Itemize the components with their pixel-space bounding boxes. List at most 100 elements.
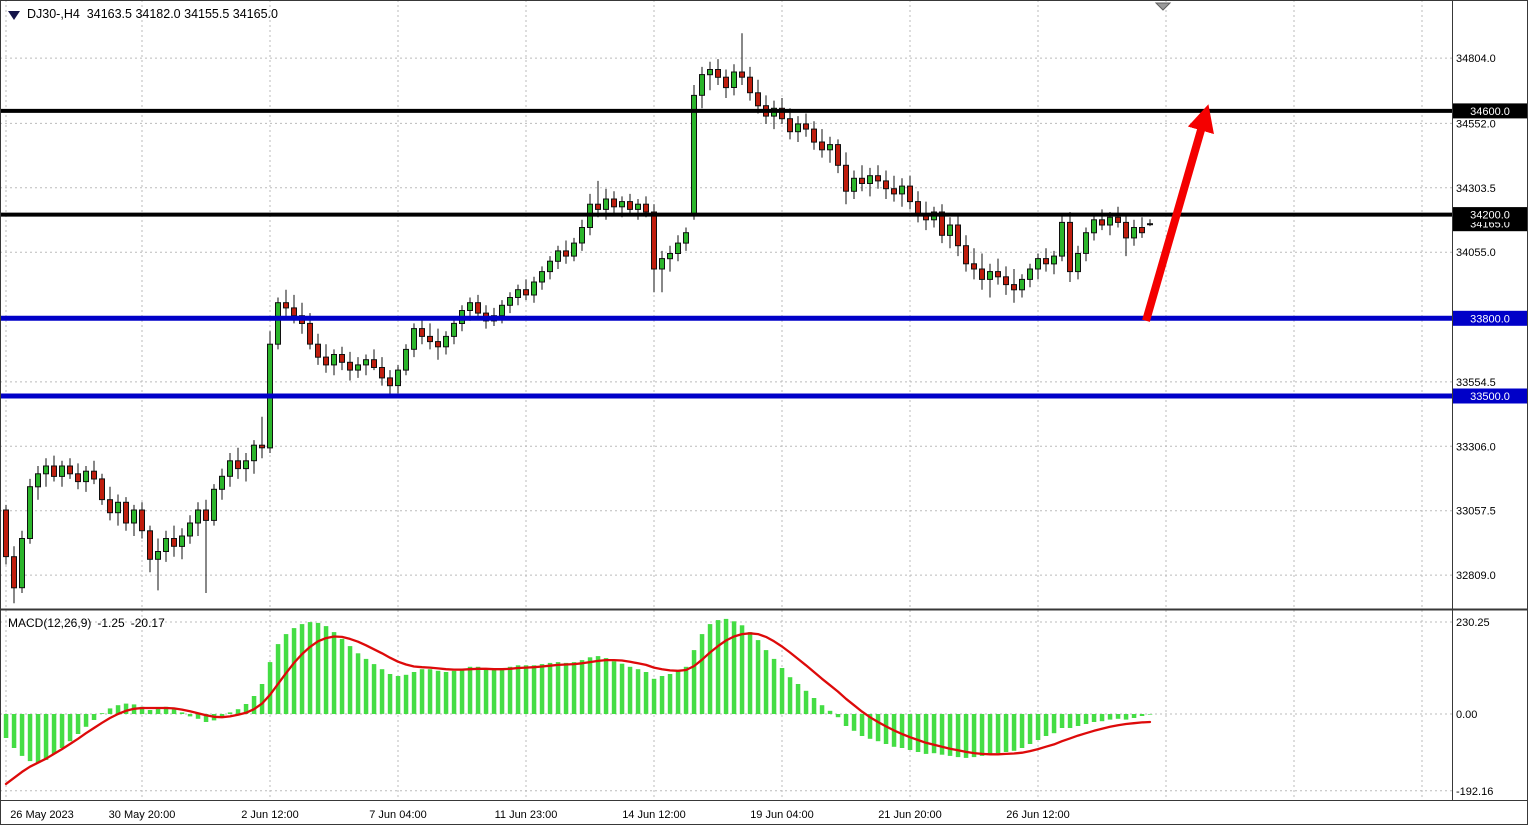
macd-bar (459, 669, 465, 714)
candle-body (627, 201, 633, 210)
candle-body (691, 94, 697, 216)
candle-body (475, 302, 481, 314)
candle-body (163, 538, 169, 552)
macd-bar (379, 669, 385, 714)
macd-bar (11, 714, 17, 748)
macd-bar (571, 662, 577, 714)
candle-body (187, 522, 193, 537)
macd-bar (611, 661, 617, 714)
symbol-timeframe-label: DJ30-,H4 (27, 7, 80, 21)
macd-bar (475, 666, 481, 714)
macd-bar (1131, 714, 1137, 718)
level-price-label: 33800.0 (1470, 313, 1510, 325)
macd-bar (907, 714, 913, 750)
macd-bar (507, 666, 513, 714)
candle-body (675, 242, 681, 255)
macd-bar (867, 714, 873, 739)
candle-body (667, 253, 673, 260)
macd-bar (923, 714, 929, 754)
macd-signal-value: -20.17 (130, 616, 165, 630)
candle-body (835, 144, 841, 166)
candle-body (1131, 227, 1137, 239)
price-tick-label: 34055.0 (1456, 247, 1496, 259)
time-axis[interactable]: 26 May 2023 30 May 20:00 2 Jun 12:00 7 Jun … (10, 809, 1070, 821)
candle-body (1051, 255, 1057, 265)
macd-bar (779, 668, 785, 714)
time-tick-label: 21 Jun 20:00 (878, 809, 942, 821)
candle-body (75, 473, 81, 483)
candle-body (99, 478, 105, 501)
candle-body (147, 530, 153, 560)
chart-header: DJ30-,H4 34163.5 34182.0 34155.5 34165.0 (8, 7, 278, 21)
candle-body (59, 465, 65, 477)
candle-body (203, 509, 209, 521)
candle-body (83, 470, 89, 483)
macd-bar (291, 628, 297, 714)
macd-bar (323, 626, 329, 714)
candle-body (499, 304, 505, 317)
candle-body (571, 242, 577, 257)
candle-body (651, 211, 657, 270)
macd-bar (843, 714, 849, 726)
candle-body (339, 354, 345, 363)
candle-body (467, 302, 473, 312)
macd-bar (763, 650, 769, 714)
candle-body (347, 361, 353, 371)
candle-body (355, 364, 361, 371)
level-price-label: 33500.0 (1470, 391, 1510, 403)
candle-body (451, 322, 457, 337)
candle-body (811, 128, 817, 143)
macd-bar (195, 714, 201, 719)
candle-body (1067, 221, 1073, 273)
candle-body (867, 175, 873, 184)
macd-bar (547, 662, 553, 714)
macd-bar (875, 714, 881, 742)
level-price-box (1453, 207, 1527, 223)
macd-bar (467, 666, 473, 714)
macd-bar (1099, 714, 1105, 722)
candle-body (291, 307, 297, 317)
candle-body (1011, 284, 1017, 291)
macd-bar (699, 634, 705, 714)
candle-body (1003, 276, 1009, 286)
macd-bar (163, 706, 169, 714)
price-axis[interactable]: 34804.034552.034303.534055.033806.533554… (1453, 53, 1527, 798)
candle-body (43, 465, 49, 475)
candle-body (595, 203, 601, 210)
candle-body (939, 211, 945, 236)
candle-body (843, 164, 849, 192)
candle-body (131, 509, 137, 524)
candle-body (563, 250, 569, 257)
macd-bar (227, 712, 233, 714)
candle-body (723, 76, 729, 89)
candle-body (635, 203, 641, 210)
candle-body (27, 486, 33, 540)
macd-bar (435, 670, 441, 714)
candle-body (227, 460, 233, 477)
macd-bar (395, 676, 401, 714)
candle-body (179, 535, 185, 547)
macd-bar (987, 714, 993, 754)
macd-bar (939, 714, 945, 755)
macd-bar (123, 703, 129, 714)
candle-body (387, 377, 393, 387)
candle-body (683, 232, 689, 244)
ohlc-values: 34163.5 34182.0 34155.5 34165.0 (86, 7, 278, 21)
candle-body (747, 76, 753, 94)
candle-body (707, 69, 713, 76)
candle-body (779, 107, 785, 120)
macd-bar (883, 714, 889, 744)
candle-body (1019, 278, 1025, 291)
macd-bar (523, 665, 529, 714)
candle-body (235, 460, 241, 470)
candle-body (891, 188, 897, 195)
macd-bar (587, 657, 593, 714)
macd-bar (963, 714, 969, 758)
macd-bar (675, 670, 681, 714)
candle-body (731, 71, 737, 88)
candle-body (35, 473, 41, 488)
candle-body (819, 141, 825, 151)
trend-arrow-annotation[interactable] (1142, 104, 1214, 322)
candle-body (1083, 232, 1089, 254)
